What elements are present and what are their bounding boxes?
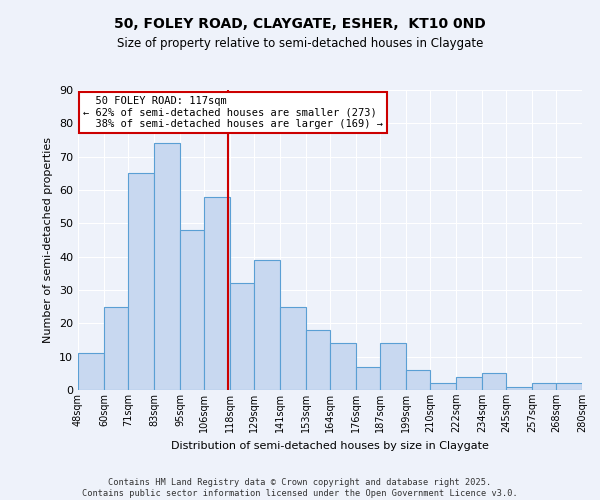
Bar [482,374,506,390]
Text: Size of property relative to semi-detached houses in Claygate: Size of property relative to semi-detach… [117,38,483,51]
Y-axis label: Number of semi-detached properties: Number of semi-detached properties [43,137,53,343]
Bar [104,306,128,390]
Text: 50 FOLEY ROAD: 117sqm  
← 62% of semi-detached houses are smaller (273)
  38% of: 50 FOLEY ROAD: 117sqm ← 62% of semi-deta… [83,96,383,129]
Bar [254,260,280,390]
Bar [430,384,456,390]
Bar [356,366,380,390]
Bar [78,354,104,390]
Bar [204,196,230,390]
Bar [230,284,254,390]
Bar [556,384,582,390]
Bar [180,230,204,390]
Bar [406,370,430,390]
Bar [532,384,556,390]
Bar [380,344,406,390]
Bar [154,144,180,390]
Text: 50, FOLEY ROAD, CLAYGATE, ESHER,  KT10 0ND: 50, FOLEY ROAD, CLAYGATE, ESHER, KT10 0N… [114,18,486,32]
Bar [128,174,154,390]
X-axis label: Distribution of semi-detached houses by size in Claygate: Distribution of semi-detached houses by … [171,440,489,450]
Bar [506,386,532,390]
Bar [330,344,356,390]
Text: Contains HM Land Registry data © Crown copyright and database right 2025.
Contai: Contains HM Land Registry data © Crown c… [82,478,518,498]
Bar [280,306,306,390]
Bar [306,330,330,390]
Bar [456,376,482,390]
